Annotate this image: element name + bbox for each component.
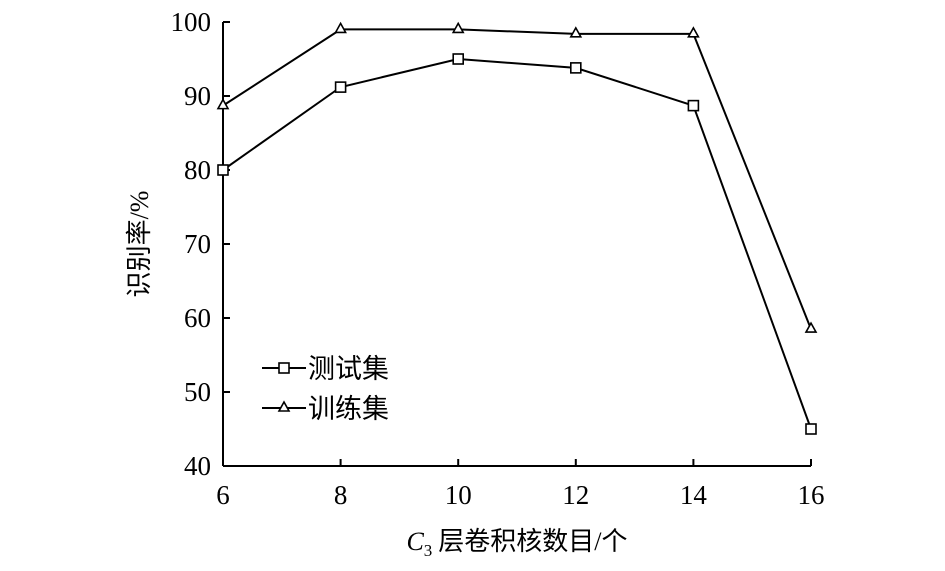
x-axis-text: 层卷积核数目/个 [438, 527, 627, 556]
legend-item-train: 训练集 [262, 394, 389, 424]
y-tick-label: 40 [184, 451, 211, 481]
data-point-train [569, 26, 583, 38]
data-point-test [452, 53, 465, 65]
y-tick-label: 90 [184, 81, 211, 111]
y-tick-label: 100 [171, 7, 212, 37]
legend-label-test: 测试集 [308, 354, 389, 384]
series-line-train [222, 28, 812, 330]
legend-label-train: 训练集 [308, 394, 389, 424]
x-tick-label: 10 [445, 480, 472, 510]
x-axis-title: C3 层卷积核数目/个 [406, 527, 627, 560]
data-point-test [805, 423, 817, 435]
x-tick-label: 14 [680, 480, 708, 510]
data-point-train [216, 97, 230, 110]
data-point-train [687, 26, 700, 38]
legend: 测试集 训练集 [262, 354, 389, 424]
legend-marker-triangle [277, 400, 291, 412]
x-tick-label: 6 [216, 480, 230, 510]
data-point-test [569, 62, 582, 74]
legend-marker-square [278, 362, 290, 374]
series-layer [216, 21, 818, 435]
series-line-test [222, 57, 812, 430]
data-point-test [217, 164, 229, 176]
x-axis-subscript: 3 [424, 541, 433, 560]
x-ticks: 6 8 10 12 14 16 [216, 459, 825, 510]
data-point-test [334, 81, 347, 93]
x-axis-symbol: C [406, 527, 424, 556]
data-point-train [334, 21, 347, 34]
y-axis-title: 识别率/% [125, 191, 154, 298]
x-tick-label: 12 [562, 480, 589, 510]
y-tick-label: 60 [184, 303, 211, 333]
data-point-train [804, 321, 818, 333]
y-ticks: 40 50 60 70 80 90 100 [171, 7, 230, 481]
y-tick-label: 70 [184, 229, 211, 259]
legend-item-test: 测试集 [262, 354, 389, 384]
x-tick-label: 16 [798, 480, 825, 510]
x-tick-label: 8 [334, 480, 348, 510]
data-point-test [687, 99, 700, 112]
y-tick-label: 80 [184, 155, 211, 185]
y-tick-label: 50 [184, 377, 211, 407]
data-point-train [451, 21, 465, 34]
